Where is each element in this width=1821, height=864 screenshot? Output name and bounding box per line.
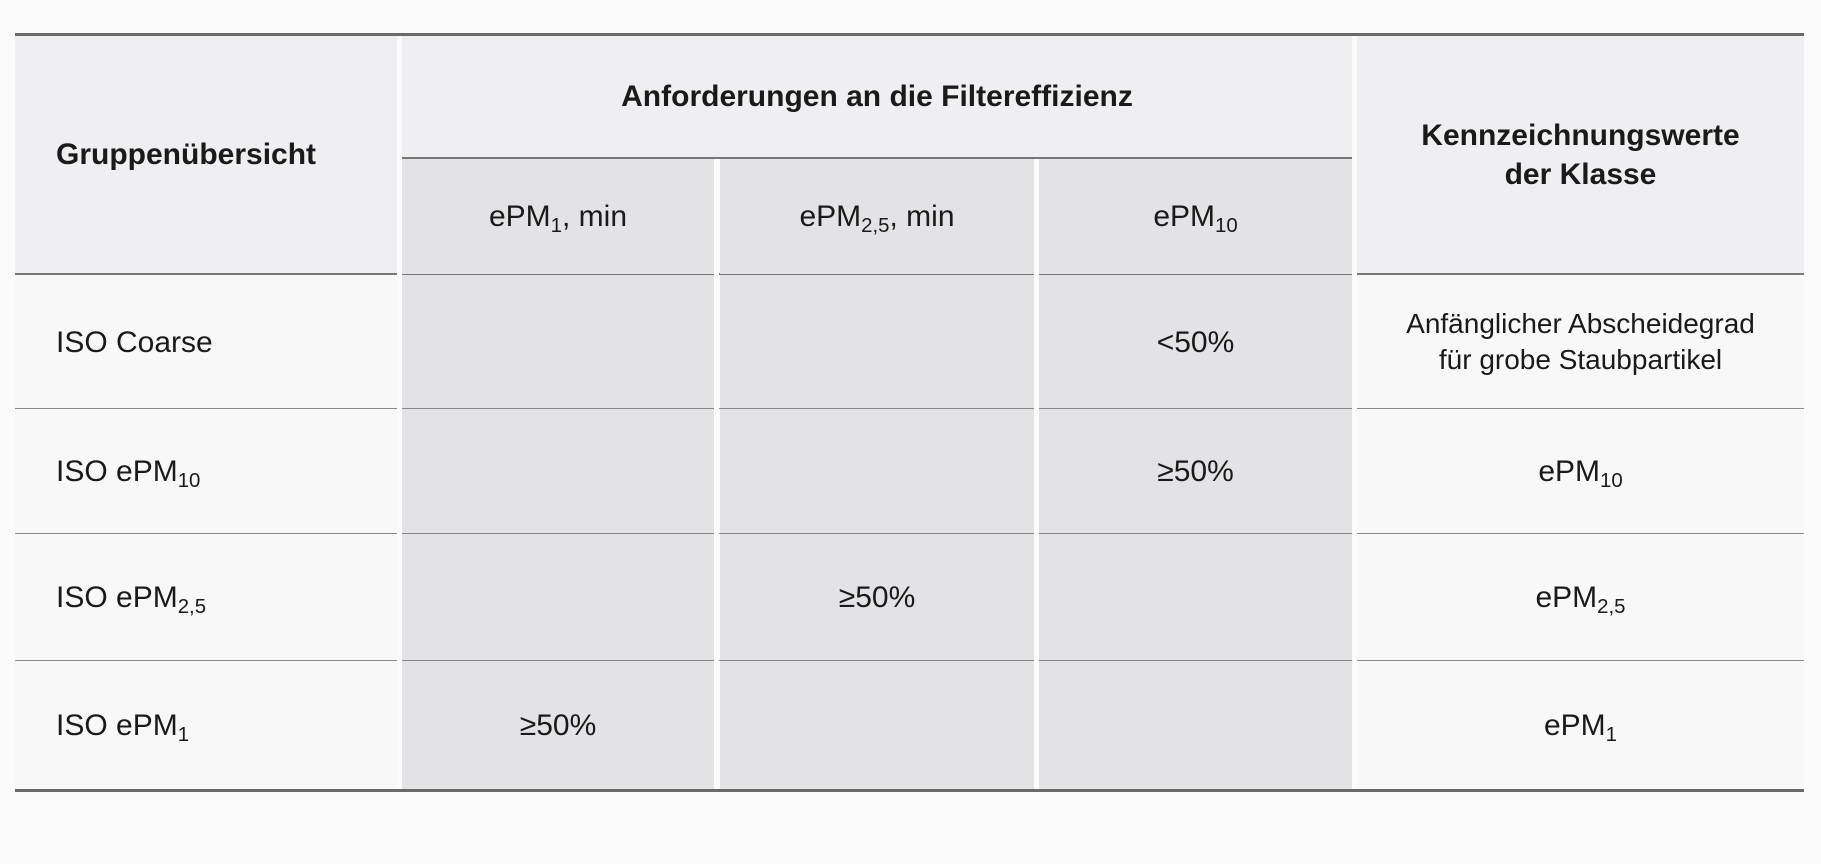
- column-header: ePM2,5, min: [720, 159, 1034, 274]
- column-header: ePM1, min: [402, 159, 714, 274]
- value-cell: [720, 409, 1034, 534]
- rule: [402, 157, 1352, 159]
- text: ePM: [1538, 455, 1600, 488]
- suffix: , min: [889, 200, 955, 233]
- value-cell: [720, 275, 1034, 409]
- subscript: 10: [177, 470, 201, 493]
- header-group: Gruppenübersicht: [15, 35, 397, 274]
- value-cell: [402, 409, 714, 534]
- value: ≥50%: [838, 581, 916, 614]
- column-gap: [1352, 159, 1357, 789]
- value-cell: [1039, 534, 1352, 661]
- row-group: ISO ePM10: [15, 409, 397, 534]
- column-label: ePM10: [1153, 197, 1237, 236]
- group-label: ISO ePM1: [56, 706, 189, 745]
- column-header: ePM10: [1039, 159, 1352, 274]
- value-cell: <50%: [1039, 275, 1352, 409]
- marking-cell: ePM1: [1357, 661, 1804, 790]
- rule: [15, 33, 1804, 36]
- rule: [15, 660, 1804, 661]
- text: ePM: [799, 200, 862, 233]
- group-label: ISO Coarse: [56, 323, 213, 362]
- rule: [15, 789, 1804, 792]
- text: ISO ePM: [56, 581, 178, 614]
- rule: [15, 273, 1804, 275]
- header-marking: Kennzeichnungswerte der Klasse: [1357, 35, 1804, 274]
- row-group: ISO Coarse: [15, 275, 397, 409]
- subscript: 10: [1600, 470, 1623, 493]
- subscript: 1: [177, 724, 190, 747]
- header-requirements: Anforderungen an die Filtereffizienz: [402, 35, 1352, 158]
- value-cell: ≥50%: [402, 661, 714, 790]
- value-cell: ≥50%: [720, 534, 1034, 661]
- text: ePM: [488, 200, 551, 233]
- value-cell: [402, 534, 714, 661]
- column-label: ePM2,5, min: [799, 197, 954, 236]
- marking-label: ePM2,5: [1535, 578, 1625, 617]
- value-cell: [402, 275, 714, 409]
- marking-cell: ePM10: [1357, 409, 1804, 534]
- text: ISO Coarse: [56, 325, 213, 359]
- subscript: 1: [1605, 724, 1618, 747]
- value: ≥50%: [1157, 455, 1234, 488]
- header-text: Gruppenübersicht: [56, 138, 317, 171]
- column-gap: [397, 159, 402, 789]
- text: ePM: [1543, 709, 1606, 742]
- rule: [15, 408, 1804, 409]
- text: Anfänglicher Abscheidegrad für grobe Sta…: [1406, 307, 1755, 375]
- marking-label: ePM10: [1538, 452, 1622, 491]
- column-label: ePM1, min: [489, 197, 627, 236]
- column-gap: [1034, 159, 1039, 789]
- value-cell: [1039, 661, 1352, 790]
- header-text: Anforderungen an die Filtereffizienz: [621, 80, 1133, 113]
- group-label: ISO ePM2,5: [56, 578, 206, 617]
- text: ISO ePM: [56, 455, 178, 488]
- value-cell: [720, 661, 1034, 790]
- subscript: 1: [550, 215, 562, 238]
- rule: [15, 533, 1804, 534]
- row-group: ISO ePM2,5: [15, 534, 397, 661]
- group-label: ISO ePM10: [56, 452, 200, 491]
- value-cell: ≥50%: [1039, 409, 1352, 534]
- row-group: ISO ePM1: [15, 661, 397, 790]
- subscript: 2,5: [861, 215, 890, 238]
- subscript: 2,5: [177, 596, 207, 619]
- subscript: 2,5: [1597, 596, 1626, 619]
- text: ePM: [1153, 200, 1215, 233]
- marking-label: Anfänglicher Abscheidegrad für grobe Sta…: [1397, 306, 1764, 379]
- value: ≥50%: [519, 709, 597, 742]
- subscript: 10: [1215, 215, 1238, 238]
- suffix: , min: [562, 200, 628, 233]
- header-text: Kennzeichnungswerte der Klasse: [1421, 118, 1740, 191]
- column-gap: [714, 159, 719, 789]
- text: ISO ePM: [56, 709, 178, 742]
- text: ePM: [1535, 581, 1598, 614]
- value: <50%: [1156, 325, 1235, 359]
- marking-label: ePM1: [1544, 706, 1617, 745]
- marking-cell: ePM2,5: [1357, 534, 1804, 661]
- marking-cell: Anfänglicher Abscheidegrad für grobe Sta…: [1357, 275, 1804, 409]
